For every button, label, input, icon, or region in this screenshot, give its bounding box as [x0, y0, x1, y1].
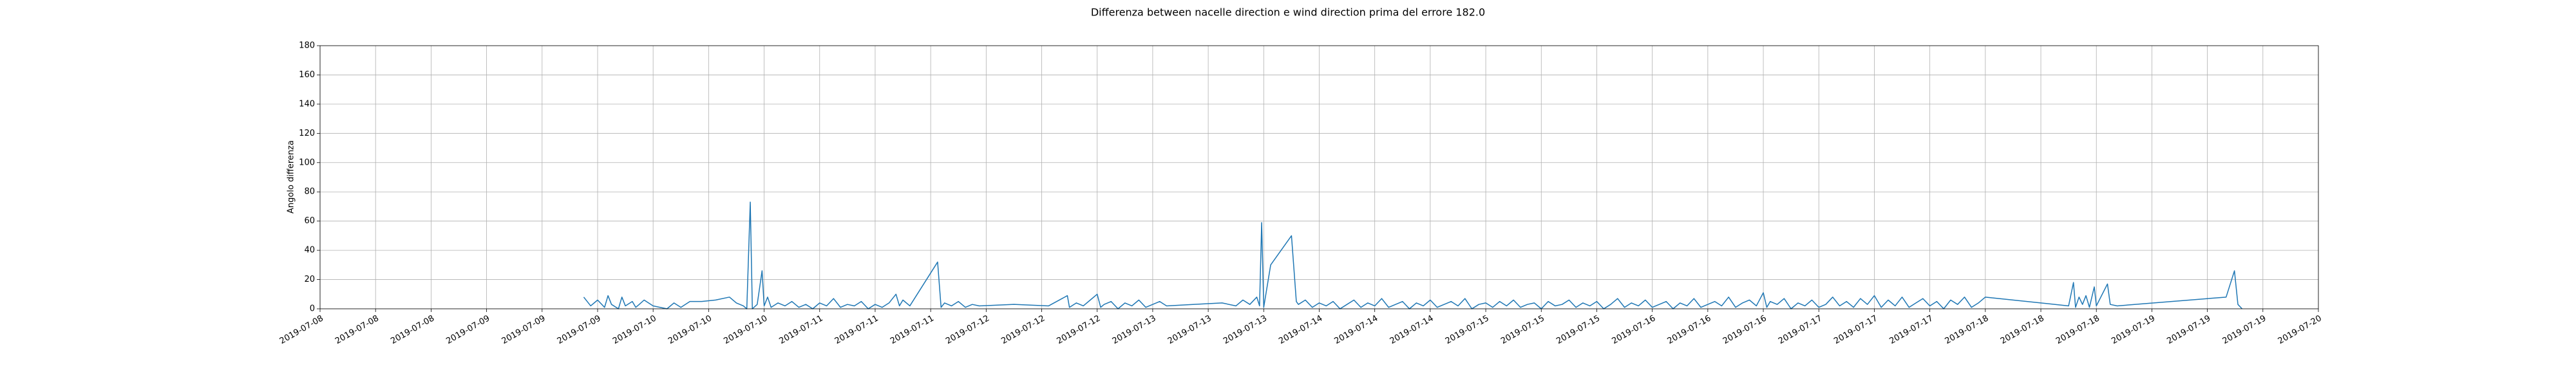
x-tick-label: 2019-07-10 — [667, 314, 714, 347]
x-tick-label: 2019-07-09 — [556, 314, 603, 347]
x-tick-label: 2019-07-13 — [1166, 314, 1213, 347]
plot-frame — [319, 45, 2319, 309]
x-tick-label: 2019-07-20 — [2277, 314, 2324, 347]
x-tick-label: 2019-07-13 — [1222, 314, 1269, 347]
y-tick-label: 80 — [304, 187, 315, 197]
x-tick-label: 2019-07-09 — [444, 314, 491, 347]
x-tick-label: 2019-07-14 — [1388, 314, 1435, 347]
x-tick-label: 2019-07-19 — [2110, 314, 2157, 347]
x-tick-label: 2019-07-11 — [778, 314, 825, 347]
x-tick-label: 2019-07-14 — [1333, 314, 1380, 347]
x-tick-label: 2019-07-14 — [1277, 314, 1324, 347]
x-tick-label: 2019-07-11 — [889, 314, 936, 347]
y-tick-label: 180 — [299, 41, 315, 51]
x-tick-label: 2019-07-12 — [999, 314, 1046, 347]
x-tick-label: 2019-07-15 — [1444, 314, 1491, 347]
x-tick-label: 2019-07-10 — [611, 314, 658, 347]
y-tick-label: 100 — [299, 158, 315, 167]
x-tick-label: 2019-07-17 — [1888, 314, 1935, 347]
x-tick-label: 2019-07-18 — [2054, 314, 2101, 347]
x-tick-label: 2019-07-18 — [1999, 314, 2046, 347]
y-axis-label: Angolo differenza — [287, 140, 296, 214]
x-tick-label: 2019-07-08 — [278, 314, 325, 347]
x-tick-label: 2019-07-16 — [1610, 314, 1657, 347]
x-tick-label: 2019-07-19 — [2221, 314, 2268, 347]
x-tick-label: 2019-07-10 — [722, 314, 769, 347]
y-tick-label: 140 — [299, 99, 315, 109]
x-tick-label: 2019-07-09 — [500, 314, 547, 347]
y-tick-label: 0 — [310, 304, 315, 314]
x-tick-label: 2019-07-13 — [1111, 314, 1158, 347]
x-tick-label: 2019-07-16 — [1721, 314, 1768, 347]
x-tick-label: 2019-07-16 — [1666, 314, 1713, 347]
y-tick-label: 40 — [304, 246, 315, 255]
x-tick-label: 2019-07-18 — [1944, 314, 1991, 347]
data-line — [583, 201, 2243, 309]
x-tick-label: 2019-07-17 — [1832, 314, 1879, 347]
x-tick-label: 2019-07-19 — [2165, 314, 2212, 347]
y-tick-label: 20 — [304, 275, 315, 284]
y-tick-label: 120 — [299, 129, 315, 138]
x-tick-label: 2019-07-12 — [944, 314, 991, 347]
x-tick-label: 2019-07-15 — [1555, 314, 1602, 347]
x-tick-label: 2019-07-15 — [1499, 314, 1546, 347]
chart-title: Differenza between nacelle direction e w… — [1091, 6, 1485, 19]
x-tick-label: 2019-07-08 — [334, 314, 381, 347]
x-tick-label: 2019-07-12 — [1056, 314, 1103, 347]
x-tick-label: 2019-07-08 — [389, 314, 436, 347]
x-tick-label: 2019-07-11 — [833, 314, 880, 347]
y-tick-label: 160 — [299, 70, 315, 80]
y-tick-label: 60 — [304, 216, 315, 226]
x-tick-label: 2019-07-17 — [1777, 314, 1824, 347]
